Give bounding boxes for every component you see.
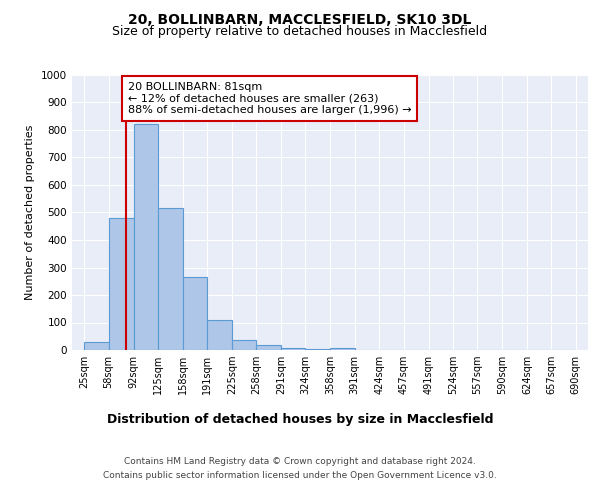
Y-axis label: Number of detached properties: Number of detached properties [25,125,35,300]
Text: 20 BOLLINBARN: 81sqm
← 12% of detached houses are smaller (263)
88% of semi-deta: 20 BOLLINBARN: 81sqm ← 12% of detached h… [128,82,412,115]
Bar [207,320,232,350]
Bar [281,348,305,350]
Bar [134,124,158,350]
Bar [305,348,331,350]
Bar [232,340,256,350]
Text: Contains public sector information licensed under the Open Government Licence v3: Contains public sector information licen… [103,471,497,480]
Bar [158,208,182,350]
Bar [256,344,281,350]
Text: Contains HM Land Registry data © Crown copyright and database right 2024.: Contains HM Land Registry data © Crown c… [124,458,476,466]
Bar [109,218,134,350]
Text: 20, BOLLINBARN, MACCLESFIELD, SK10 3DL: 20, BOLLINBARN, MACCLESFIELD, SK10 3DL [128,12,472,26]
Text: Size of property relative to detached houses in Macclesfield: Size of property relative to detached ho… [112,25,488,38]
Bar [182,277,207,350]
Text: Distribution of detached houses by size in Macclesfield: Distribution of detached houses by size … [107,412,493,426]
Bar [331,348,355,350]
Bar [84,342,109,350]
